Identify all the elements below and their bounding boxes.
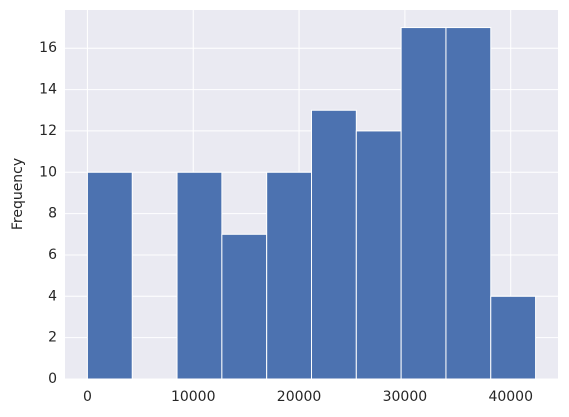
y-tick-label: 6 [48,247,57,263]
bar [176,171,223,380]
y-tick-label: 16 [39,40,57,56]
x-tick-label: 30000 [383,389,428,405]
y-tick-label: 12 [39,123,57,139]
bar [445,27,492,380]
bar [266,171,312,380]
y-axis-label: Frequency [10,158,26,230]
x-tick-label: 20000 [277,389,322,405]
y-tick-label: 14 [39,82,57,98]
bar [355,130,402,380]
x-tick-label: 0 [83,389,92,405]
x-tick-label: 40000 [488,389,533,405]
bar [221,233,268,380]
y-tick-label: 0 [48,371,57,387]
y-tick-label: 8 [48,206,57,222]
y-tick-label: 2 [48,330,57,346]
y-tick-label: 4 [48,288,57,304]
bar [311,109,357,380]
bar [490,295,537,380]
x-tick-label: 10000 [171,389,216,405]
bar [400,27,447,380]
y-tick-label: 10 [39,164,57,180]
bar [86,171,133,380]
